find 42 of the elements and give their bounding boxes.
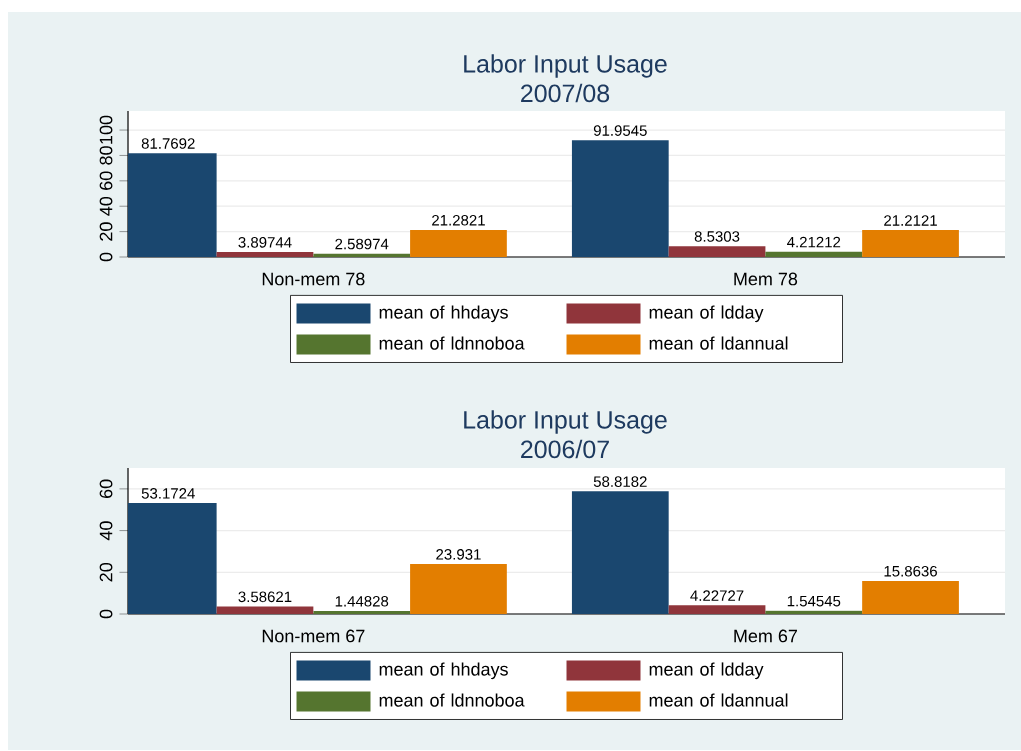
legend-label: mean of hhdays xyxy=(379,662,508,680)
data-label: 2.58974 xyxy=(335,238,389,250)
y-tick-label: 20 xyxy=(99,562,113,582)
data-label: 58.8182 xyxy=(593,476,647,487)
y-tick-label: 60 xyxy=(99,171,113,190)
chart-subtitle: 2007/08 xyxy=(521,83,610,103)
chart-title: Labor Input Usage xyxy=(464,410,667,434)
y-tick-label: 40 xyxy=(99,521,113,541)
data-label: 21.2821 xyxy=(432,214,485,226)
data-label: 15.8636 xyxy=(884,565,937,577)
data-label: 1.44828 xyxy=(335,595,389,607)
data-label: 21.2121 xyxy=(884,215,937,226)
data-label: 1.54545 xyxy=(787,595,841,607)
y-tick-label: 0 xyxy=(99,609,113,619)
legend-label: mean of ldday xyxy=(649,662,764,680)
legend-label: mean of hhdays xyxy=(379,305,508,323)
legend-label: mean of ldday xyxy=(649,305,764,323)
legend-label: mean of ldnnoboa xyxy=(379,336,525,350)
y-tick-label: 80 xyxy=(99,146,113,165)
legend-label: mean of ldannual xyxy=(649,336,788,350)
data-label: 23.931 xyxy=(436,549,481,560)
data-label: 3.89744 xyxy=(238,237,292,248)
data-label: 4.21212 xyxy=(787,236,841,248)
y-tick-label: 60 xyxy=(99,479,113,498)
x-tick-label: Non-mem 67 xyxy=(262,629,365,643)
y-tick-label: 0 xyxy=(99,252,113,262)
data-label: 4.22727 xyxy=(690,590,744,601)
x-tick-label: Mem 67 xyxy=(734,629,797,643)
legend-label: mean of ldnnoboa xyxy=(379,693,525,707)
legend-label: mean of ldannual xyxy=(649,693,788,707)
data-label: 8.5303 xyxy=(694,231,740,242)
chart-title: Labor Input Usage xyxy=(464,54,667,78)
data-label: 53.1724 xyxy=(141,488,195,499)
x-tick-label: Non-mem 78 xyxy=(262,272,365,286)
y-tick-label: 20 xyxy=(99,222,113,241)
chart-subtitle: 2006/07 xyxy=(521,439,609,459)
data-label: 91.9545 xyxy=(593,125,647,136)
data-label: 81.7692 xyxy=(141,138,195,149)
y-tick-label: 40 xyxy=(99,196,113,216)
y-tick-label: 100 xyxy=(99,115,113,144)
x-tick-label: Mem 78 xyxy=(734,272,798,286)
data-label: 3.58621 xyxy=(238,591,292,603)
